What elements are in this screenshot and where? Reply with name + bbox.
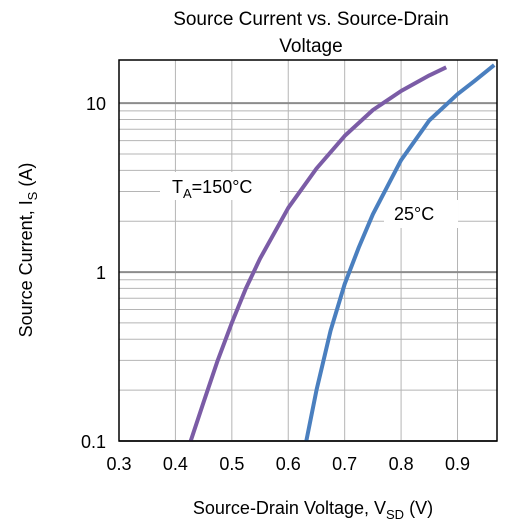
- y-tick-label: 1: [96, 263, 106, 283]
- y-axis-label: Source Current, IS (A): [16, 163, 40, 338]
- x-tick-label: 0.7: [332, 454, 357, 474]
- series-label-150c-bg: [160, 172, 280, 200]
- y-tick-label: 0.1: [81, 432, 106, 452]
- series-label-25c: 25°C: [394, 204, 434, 224]
- x-tick-label: 0.8: [389, 454, 414, 474]
- x-tick-label: 0.6: [276, 454, 301, 474]
- x-axis-label: Source-Drain Voltage, VSD (V): [193, 498, 433, 522]
- series-label-150c: TA=150°C: [172, 177, 252, 201]
- x-tick-label: 0.4: [163, 454, 188, 474]
- series-label-25c-bg: [384, 200, 458, 228]
- grid: [119, 60, 497, 442]
- series-lines: [188, 63, 496, 442]
- y-tick-label: 10: [86, 94, 106, 114]
- x-tick-label: 0.5: [219, 454, 244, 474]
- x-tick-label: 0.3: [106, 454, 131, 474]
- plot-frame: [118, 59, 498, 442]
- series-line-0: [188, 65, 448, 442]
- chart-title-line-2: Voltage: [279, 36, 342, 57]
- series-line-1: [304, 63, 496, 442]
- x-tick-label: 0.9: [445, 454, 470, 474]
- chart-title-line-1: Source Current vs. Source-Drain: [173, 9, 449, 30]
